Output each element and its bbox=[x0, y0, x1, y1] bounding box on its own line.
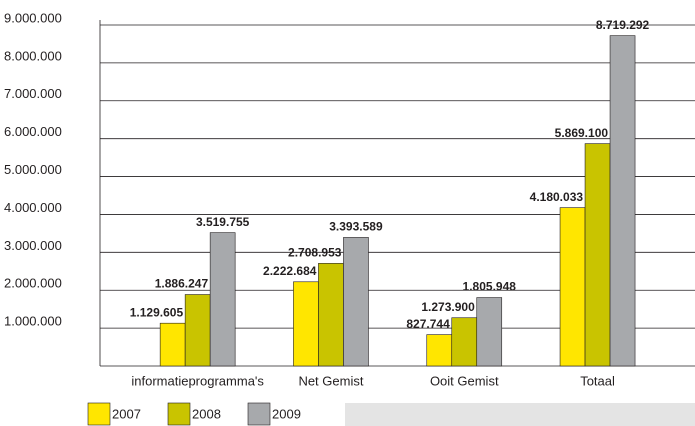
legend-label: 2008 bbox=[192, 406, 221, 421]
bar bbox=[451, 317, 478, 367]
legend-label: 2007 bbox=[112, 406, 141, 421]
value-label: 2.708.953 bbox=[288, 246, 342, 260]
screenshot-fragment bbox=[345, 403, 695, 426]
value-label: 1.273.900 bbox=[421, 300, 475, 314]
value-label: 2.222.684 bbox=[263, 264, 317, 278]
value-label: 827.744 bbox=[406, 317, 450, 331]
bar bbox=[159, 322, 186, 367]
y-tick-label: 4.000.000 bbox=[4, 200, 62, 215]
bar bbox=[209, 232, 236, 367]
y-tick-label: 8.000.000 bbox=[4, 48, 62, 63]
bar bbox=[559, 207, 586, 367]
legend-swatch bbox=[167, 402, 191, 426]
value-label: 4.180.033 bbox=[530, 190, 584, 204]
value-label: 5.869.100 bbox=[555, 126, 609, 140]
value-label: 3.393.589 bbox=[329, 220, 383, 234]
bar bbox=[426, 334, 453, 367]
value-label: 3.519.755 bbox=[196, 215, 250, 229]
bar bbox=[318, 263, 344, 367]
legend-swatch bbox=[247, 402, 271, 426]
bar bbox=[343, 237, 369, 367]
legend-swatch bbox=[87, 402, 111, 426]
x-tick-label: Totaal bbox=[580, 373, 615, 388]
bar bbox=[584, 143, 611, 367]
y-tick-label: 9.000.000 bbox=[4, 10, 62, 25]
y-tick-label: 3.000.000 bbox=[4, 238, 62, 253]
value-label: 1.805.948 bbox=[463, 280, 517, 294]
legend-label: 2009 bbox=[272, 406, 301, 421]
y-tick-label: 2.000.000 bbox=[4, 276, 62, 291]
y-tick-label: 6.000.000 bbox=[4, 124, 62, 139]
y-tick-label: 7.000.000 bbox=[4, 86, 62, 101]
x-tick-label: informatieprogramma's bbox=[131, 373, 264, 388]
value-label: 1.129.605 bbox=[130, 305, 184, 319]
y-tick-label: 5.000.000 bbox=[4, 162, 62, 177]
value-label: 1.886.247 bbox=[155, 277, 209, 291]
x-tick-label: Ooit Gemist bbox=[430, 373, 499, 388]
bar bbox=[293, 281, 319, 367]
x-tick-label: Net Gemist bbox=[298, 373, 363, 388]
value-label: 8.719.292 bbox=[596, 18, 650, 32]
bar bbox=[609, 35, 636, 367]
bar bbox=[476, 297, 503, 367]
y-tick-label: 1.000.000 bbox=[4, 314, 62, 329]
bar bbox=[184, 294, 211, 367]
